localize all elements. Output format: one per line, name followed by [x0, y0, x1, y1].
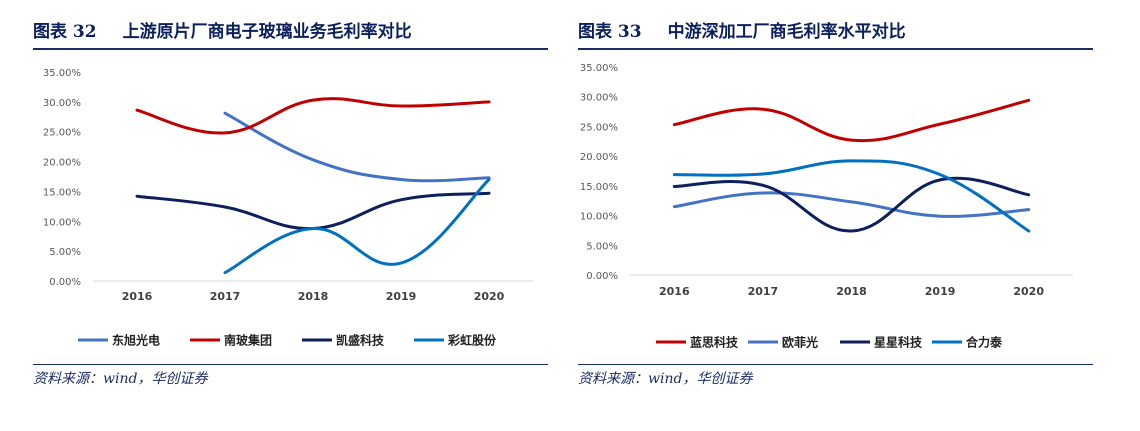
- figure-title: 图表 33 中游深加工厂商毛利率水平对比: [578, 19, 906, 45]
- x-tick-label: 2019: [925, 285, 956, 298]
- y-tick-label: 25.00%: [580, 122, 618, 133]
- y-tick-label: 35.00%: [43, 68, 81, 79]
- y-tick-label: 15.00%: [43, 187, 81, 198]
- legend-label: 蓝思科技: [690, 335, 739, 350]
- x-tick-label: 2018: [836, 285, 867, 298]
- source-rule: [33, 364, 548, 365]
- legend-label: 星星科技: [874, 335, 923, 350]
- y-tick-label: 5.00%: [49, 247, 81, 258]
- x-tick-label: 2016: [659, 285, 690, 298]
- figure-title-text: 上游原片厂商电子玻璃业务毛利率对比: [122, 22, 412, 42]
- series-line-星星科技: [672, 176, 1031, 233]
- y-tick-label: 10.00%: [580, 212, 618, 223]
- legend-label: 东旭光电: [112, 333, 160, 348]
- y-tick-label: 35.00%: [580, 63, 618, 74]
- x-tick-label: 2019: [386, 290, 417, 303]
- x-tick-label: 2017: [210, 290, 241, 303]
- source-note: 资料来源：wind，华创证券: [33, 371, 208, 387]
- x-tick-label: 2017: [748, 285, 779, 298]
- series-line-凯盛科技: [135, 191, 491, 231]
- line-chart-midstream-margin: 0.00% 5.00% 10.00% 15.00% 20.00% 25.00% 30.00%…: [580, 63, 1073, 350]
- legend-label: 凯盛科技: [336, 333, 385, 348]
- source-rule: [578, 364, 1093, 365]
- source-note: 资料来源：wind，华创证券: [578, 371, 753, 387]
- x-tick-label: 2020: [474, 290, 505, 303]
- legend-label: 彩虹股份: [447, 333, 497, 348]
- y-tick-label: 0.00%: [586, 271, 618, 282]
- series-line-合力泰: [672, 159, 1031, 233]
- title-rule: [578, 48, 1093, 50]
- figure-number: 图表 33: [578, 22, 642, 42]
- legend-label: 欧菲光: [782, 335, 818, 350]
- y-tick-label: 20.00%: [43, 158, 81, 169]
- series-line-蓝思科技: [672, 98, 1031, 143]
- figure-title: 图表 32 上游原片厂商电子玻璃业务毛利率对比: [33, 19, 412, 45]
- series-line-东旭光电: [223, 111, 491, 183]
- y-tick-label: 20.00%: [580, 152, 618, 163]
- legend: 蓝思科技 欧菲光 星星科技 合力泰: [656, 335, 1003, 350]
- y-tick-label: 5.00%: [586, 241, 618, 252]
- series-line-南玻集团: [135, 97, 491, 135]
- x-tick-label: 2018: [298, 290, 329, 303]
- y-tick-label: 0.00%: [49, 277, 81, 288]
- line-chart-upstream-glass-margin: 0.00% 5.00% 10.00% 15.00% 20.00% 25.00% 30.00%…: [43, 68, 533, 348]
- legend-label: 南玻集团: [224, 333, 272, 348]
- x-tick-label: 2016: [122, 290, 153, 303]
- figure-title-text: 中游深加工厂商毛利率水平对比: [667, 22, 906, 42]
- figure-33: 图表 33 中游深加工厂商毛利率水平对比 0.00% 5.00% 10.00% 15.0…: [578, 0, 1093, 431]
- legend-label: 合力泰: [966, 335, 1003, 350]
- y-tick-label: 15.00%: [580, 182, 618, 193]
- series-line-彩虹股份: [223, 178, 491, 275]
- y-tick-label: 30.00%: [43, 98, 81, 109]
- y-tick-label: 25.00%: [43, 128, 81, 139]
- figure-32: 图表 32 上游原片厂商电子玻璃业务毛利率对比 0.00% 5.00% 10.00% 1…: [33, 0, 548, 431]
- legend: 东旭光电 南玻集团 凯盛科技 彩虹股份: [78, 333, 497, 348]
- y-tick-label: 30.00%: [580, 93, 618, 104]
- title-rule: [33, 48, 548, 50]
- series-line-欧菲光: [672, 191, 1031, 218]
- figure-number: 图表 32: [33, 22, 97, 42]
- y-tick-label: 10.00%: [43, 217, 81, 228]
- x-tick-label: 2020: [1013, 285, 1044, 298]
